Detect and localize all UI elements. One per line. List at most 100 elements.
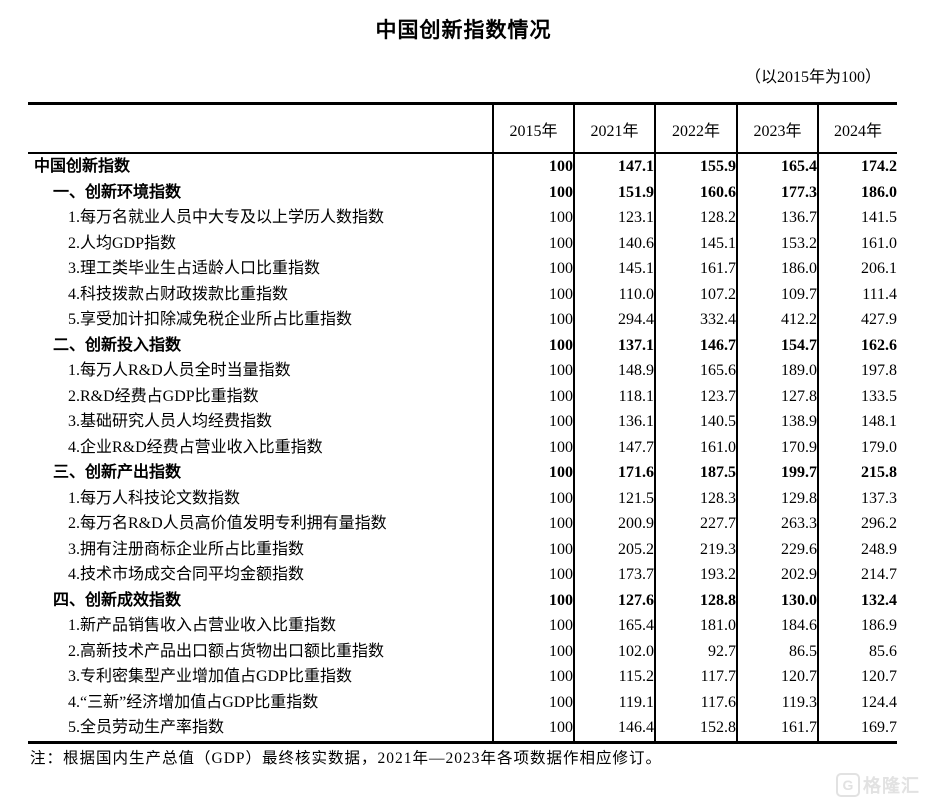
index-value: 155.9	[654, 153, 737, 180]
index-value: 129.8	[736, 485, 818, 511]
table-row: 二、创新投入指数 100 137.1 146.7 154.7 162.6	[28, 332, 897, 358]
index-value: 120.7	[736, 664, 818, 690]
index-value: 115.2	[573, 664, 655, 690]
index-value: 123.7	[654, 383, 737, 409]
table-row: 4.技术市场成交合同平均金额指数 100 173.7 193.2 202.9 214.7	[28, 562, 897, 588]
index-value: 100	[492, 511, 574, 537]
row-label: 4.企业R&D经费占营业收入比重指数	[68, 438, 323, 456]
index-value: 170.9	[736, 434, 818, 460]
index-value: 100	[492, 383, 574, 409]
watermark: G 格隆汇	[836, 772, 920, 798]
index-value: 147.1	[573, 153, 655, 180]
index-value: 165.4	[573, 613, 655, 639]
index-value: 227.7	[654, 511, 737, 537]
watermark-text: 格隆汇	[863, 776, 920, 796]
index-value: 296.2	[817, 511, 897, 537]
index-value: 100	[492, 281, 574, 307]
row-label: 5.全员劳动生产率指数	[68, 719, 225, 736]
index-value: 102.0	[573, 638, 655, 664]
table-body: 中国创新指数 100 147.1 155.9 165.4 174.2 一、创新环境指数 100…	[28, 153, 897, 742]
index-value: 127.8	[736, 383, 818, 409]
index-value: 186.0	[736, 256, 818, 282]
index-value: 140.6	[573, 230, 655, 256]
row-label: 2.R&D经费占GDP比重指数	[68, 387, 259, 405]
index-value: 179.0	[817, 434, 897, 460]
index-value: 174.2	[817, 153, 897, 180]
index-value: 100	[492, 332, 574, 358]
index-value: 140.5	[654, 409, 737, 435]
footnote: 注：根据国内生产总值（GDP）最终核实数据，2021年—2023年各项数据作相应…	[30, 749, 663, 767]
index-value: 128.3	[654, 485, 737, 511]
table-row: 四、创新成效指数 100 127.6 128.8 130.0 132.4	[28, 587, 897, 613]
index-value: 100	[492, 562, 574, 588]
index-value: 100	[492, 307, 574, 333]
index-value: 206.1	[817, 256, 897, 282]
base-year-note: （以2015年为100）	[744, 69, 881, 86]
index-value: 332.4	[654, 307, 737, 333]
row-label: 3.拥有注册商标企业所占比重指数	[68, 540, 305, 558]
index-value: 197.8	[817, 358, 897, 384]
table-row: 1.每万名就业人员中大专及以上学历人数指数 100 123.1 128.2 136.7 1…	[28, 205, 897, 231]
index-value: 119.1	[573, 689, 655, 715]
row-label: 1.新产品销售收入占营业收入比重指数	[68, 617, 337, 634]
page-title: 中国创新指数情况	[375, 18, 552, 42]
year-column-header: 2015年	[492, 103, 574, 154]
index-value: 162.6	[817, 332, 897, 358]
index-value: 161.0	[654, 434, 737, 460]
index-value: 294.4	[573, 307, 655, 333]
year-column-header: 2022年	[654, 103, 737, 154]
index-value: 100	[492, 434, 574, 460]
index-value: 200.9	[573, 511, 655, 537]
row-label: 3.基础研究人员人均经费指数	[68, 413, 273, 430]
index-value: 100	[492, 179, 574, 205]
table-row: 5.全员劳动生产率指数 100 146.4 152.8 161.7 169.7	[28, 715, 897, 742]
index-value: 427.9	[817, 307, 897, 333]
index-value: 229.6	[736, 536, 818, 562]
index-value: 119.3	[736, 689, 818, 715]
index-value: 109.7	[736, 281, 818, 307]
row-label: 3.理工类毕业生占适龄人口比重指数	[68, 260, 321, 277]
index-value: 215.8	[817, 460, 897, 486]
index-value: 117.7	[654, 664, 737, 690]
index-value: 161.0	[817, 230, 897, 256]
table-row: 中国创新指数 100 147.1 155.9 165.4 174.2	[28, 153, 897, 180]
gelonghui-logo-icon: G	[836, 773, 860, 797]
table-row: 2.人均GDP指数 100 140.6 145.1 153.2 161.0	[28, 230, 897, 256]
table-row: 3.拥有注册商标企业所占比重指数 100 205.2 219.3 229.6 248.9	[28, 536, 897, 562]
index-value: 136.7	[736, 205, 818, 231]
table-header-row: 2015年 2021年 2022年 2023年 2024年	[28, 103, 897, 154]
index-value: 100	[492, 230, 574, 256]
table-row: 1.每万人R&D人员全时当量指数 100 148.9 165.6 189.0 197.8	[28, 358, 897, 384]
index-value: 100	[492, 638, 574, 664]
row-label: 2.人均GDP指数	[68, 234, 177, 252]
row-label: 1.每万名就业人员中大专及以上学历人数指数	[68, 209, 385, 226]
index-value: 100	[492, 256, 574, 282]
table-row: 三、创新产出指数 100 171.6 187.5 199.7 215.8	[28, 460, 897, 486]
index-value: 177.3	[736, 179, 818, 205]
index-value: 124.4	[817, 689, 897, 715]
row-label: 2.每万名R&D人员高价值发明专利拥有量指数	[68, 515, 387, 532]
index-value: 110.0	[573, 281, 655, 307]
index-value: 161.7	[654, 256, 737, 282]
table-row: 4.科技拨款占财政拨款比重指数 100 110.0 107.2 109.7 111.4	[28, 281, 897, 307]
index-value: 181.0	[654, 613, 737, 639]
index-value: 165.4	[736, 153, 818, 180]
index-value: 263.3	[736, 511, 818, 537]
index-value: 145.1	[573, 256, 655, 282]
index-value: 128.8	[654, 587, 737, 613]
index-value: 153.2	[736, 230, 818, 256]
row-label: 1.每万人R&D人员全时当量指数	[68, 362, 291, 379]
index-value: 100	[492, 536, 574, 562]
table-row: 1.每万人科技论文数指数 100 121.5 128.3 129.8 137.3	[28, 485, 897, 511]
table-row: 3.理工类毕业生占适龄人口比重指数 100 145.1 161.7 186.0 206.1	[28, 256, 897, 282]
index-value: 92.7	[654, 638, 737, 664]
index-value: 127.6	[573, 587, 655, 613]
index-value: 154.7	[736, 332, 818, 358]
row-label: 四、创新成效指数	[53, 591, 182, 609]
row-label: 中国创新指数	[34, 158, 131, 175]
row-label: 一、创新环境指数	[53, 183, 182, 201]
index-value: 148.9	[573, 358, 655, 384]
index-value: 85.6	[817, 638, 897, 664]
index-value: 100	[492, 715, 574, 742]
table-row: 一、创新环境指数 100 151.9 160.6 177.3 186.0	[28, 179, 897, 205]
